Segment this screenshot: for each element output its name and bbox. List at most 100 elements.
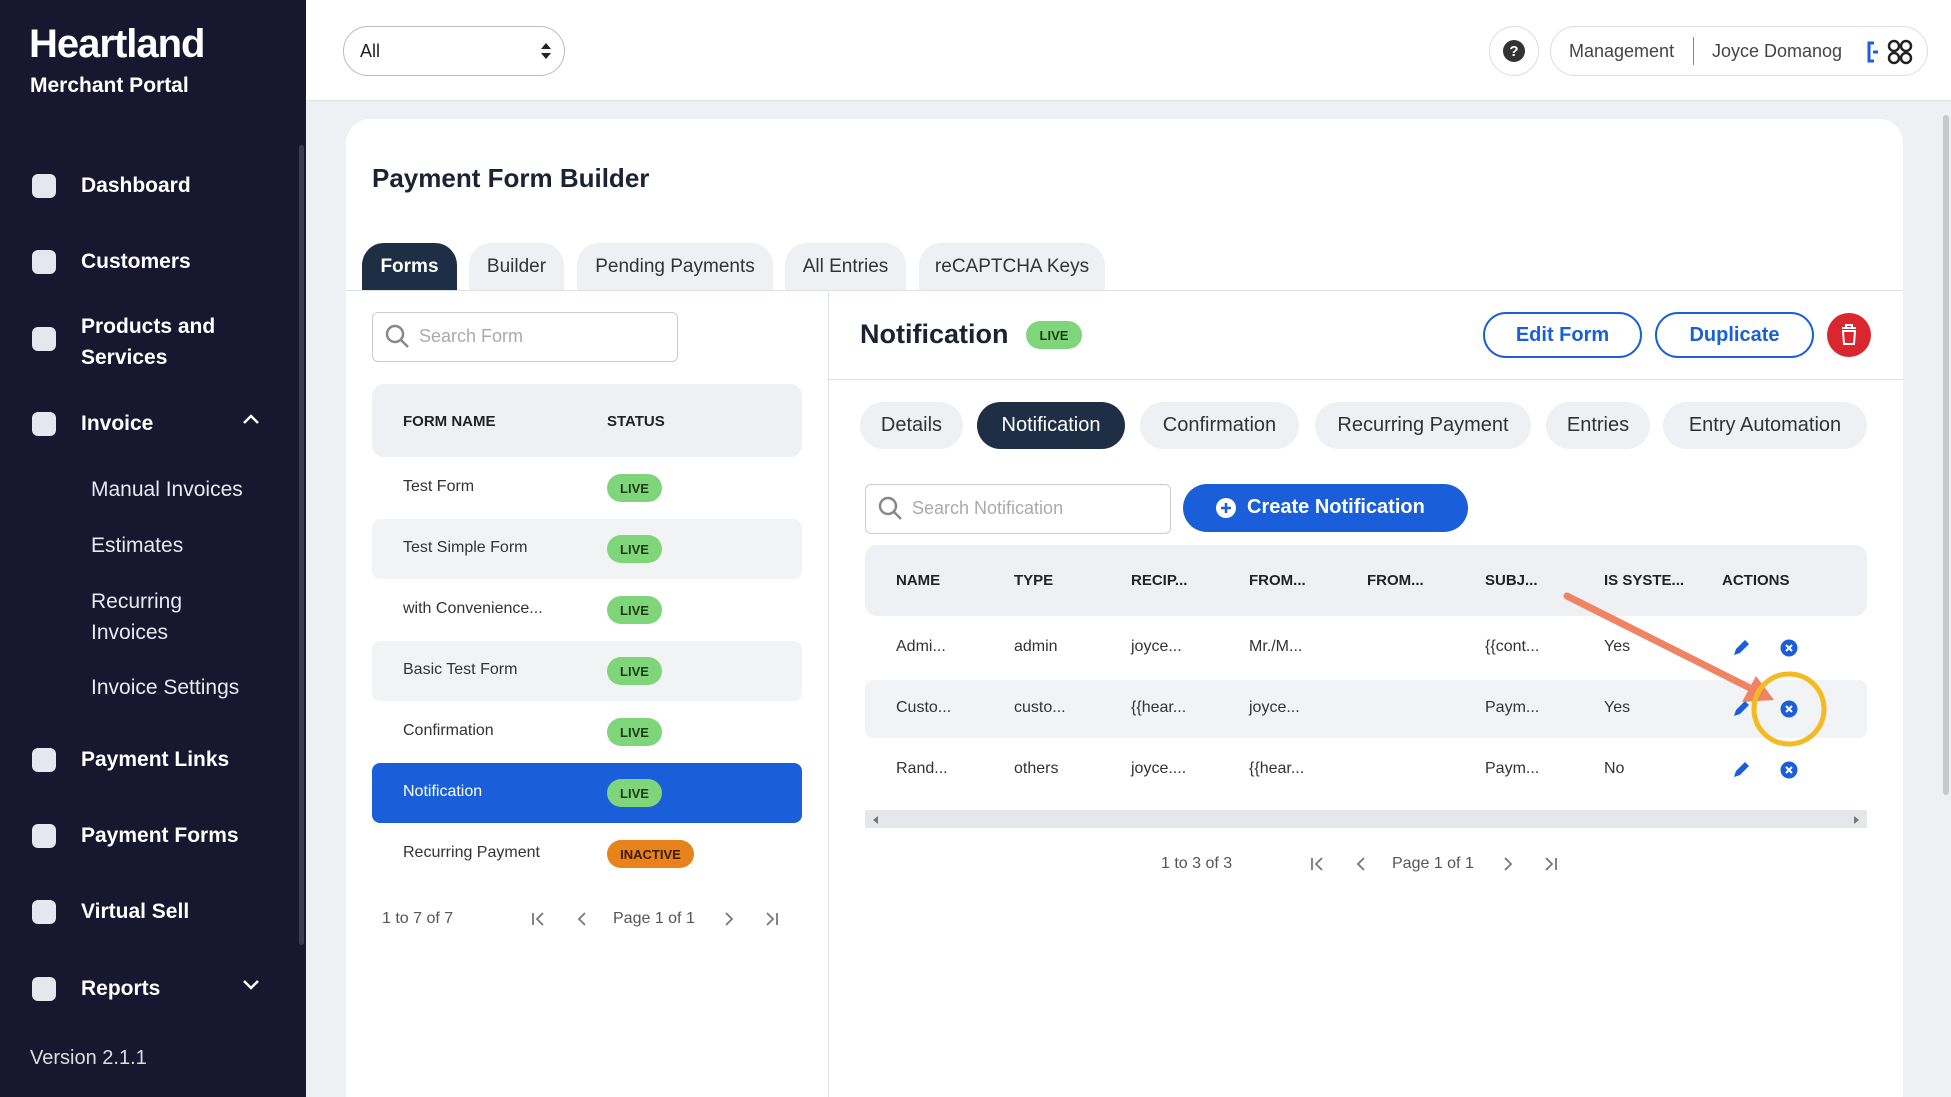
nav-item[interactable]: Payment Forms xyxy=(81,824,239,847)
form-name: Test Form xyxy=(403,478,475,495)
table-cell: Admi... xyxy=(896,638,946,655)
user-role: Management xyxy=(1569,41,1675,61)
pager-button xyxy=(531,911,547,932)
action-button[interactable]: Edit Form xyxy=(1483,312,1642,358)
status-badge: LIVE xyxy=(607,535,662,563)
pager-page: Page 1 of 1 xyxy=(613,910,695,927)
edit-icon xyxy=(1731,760,1751,785)
detail-tab[interactable]: Confirmation xyxy=(1140,402,1299,449)
status-badge: LIVE xyxy=(607,779,662,807)
table-cell: custo... xyxy=(1014,699,1066,716)
filter-value: All xyxy=(360,41,381,61)
scrollbar xyxy=(299,145,304,945)
table-cell: joyce... xyxy=(1131,638,1182,655)
table-cell: admin xyxy=(1014,638,1058,655)
scroll-arrows xyxy=(870,813,1865,831)
action-button[interactable]: Duplicate xyxy=(1655,312,1814,358)
table-cell: Paym... xyxy=(1485,699,1540,716)
pager-range: 1 to 3 of 3 xyxy=(1161,855,1233,872)
pager-button xyxy=(575,911,591,932)
user-menu[interactable]: Management Joyce Domanog xyxy=(1550,26,1928,76)
form-row[interactable] xyxy=(372,519,802,579)
detail-divider xyxy=(828,379,1903,380)
subnav-item[interactable]: Invoice Settings xyxy=(91,676,240,699)
horizontal-scrollbar xyxy=(865,810,1867,828)
form-name: Test Simple Form xyxy=(403,539,528,556)
edit-icon xyxy=(1731,699,1751,724)
nav-item[interactable]: Customers xyxy=(81,250,191,273)
delete-icon xyxy=(1780,761,1798,784)
subnav-item[interactable]: Manual Invoices xyxy=(91,478,243,501)
notification-search[interactable] xyxy=(865,484,1171,534)
pager-button xyxy=(1501,856,1517,877)
header-cell: NAME xyxy=(896,572,941,589)
nav-icon xyxy=(30,325,58,358)
nav-item[interactable]: Dashboard xyxy=(81,174,191,197)
tab-divider xyxy=(346,290,1903,291)
edit-icon xyxy=(1731,638,1751,663)
nav-item[interactable]: Virtual Sell xyxy=(81,900,190,923)
chevron-up xyxy=(243,414,259,424)
table-cell: Yes xyxy=(1604,699,1631,716)
pager-button xyxy=(765,911,781,932)
detail-tab[interactable]: Entries xyxy=(1546,402,1650,449)
form-row[interactable] xyxy=(372,763,802,823)
page-tab[interactable]: All Entries xyxy=(785,243,906,290)
table-cell: Rand... xyxy=(896,760,948,777)
page-scrollbar xyxy=(1943,115,1949,795)
page-tab[interactable]: Builder xyxy=(469,243,564,290)
form-name: Basic Test Form xyxy=(403,661,518,678)
brand-subtitle: Merchant Portal xyxy=(30,74,189,97)
nav-item[interactable]: Products and Services xyxy=(81,315,216,369)
subnav-item[interactable]: Estimates xyxy=(91,534,184,557)
search-icon xyxy=(384,323,410,354)
status-badge: LIVE xyxy=(607,657,662,685)
chevron-down xyxy=(243,980,259,990)
nav-item[interactable]: Payment Links xyxy=(81,748,230,771)
header-cell: STATUS xyxy=(607,413,665,430)
select-arrows xyxy=(541,43,551,59)
form-name: Recurring Payment xyxy=(403,844,540,861)
status-badge: LIVE xyxy=(607,718,662,746)
svg-text:?: ? xyxy=(1509,43,1518,60)
detail-tab[interactable]: Recurring Payment xyxy=(1315,402,1531,449)
help-button[interactable]: ? xyxy=(1489,26,1539,76)
delete-button xyxy=(1826,312,1872,363)
separator xyxy=(1693,37,1694,65)
nav-icon xyxy=(30,975,58,1008)
form-row[interactable] xyxy=(372,641,802,701)
nav-item[interactable]: Reports xyxy=(81,977,161,1000)
table-cell: {{hear... xyxy=(1131,699,1187,716)
forms-header xyxy=(372,384,802,457)
subnav-item[interactable]: Recurring Invoices xyxy=(91,590,183,644)
table-cell: Custo... xyxy=(896,699,952,716)
detail-tab[interactable]: Entry Automation xyxy=(1663,402,1867,449)
detail-tab[interactable]: Details xyxy=(860,402,963,449)
pager-button xyxy=(1354,856,1370,877)
page-tab[interactable]: reCAPTCHA Keys xyxy=(919,243,1105,290)
nav-item[interactable]: Invoice xyxy=(81,412,154,435)
user-icons xyxy=(1867,39,1913,65)
detail-tab[interactable]: Notification xyxy=(977,402,1125,449)
header-cell: IS SYSTE... xyxy=(1604,572,1685,589)
header-cell: ACTIONS xyxy=(1722,572,1790,589)
create-label: Create Notification xyxy=(1247,496,1425,518)
brand: Heartland xyxy=(29,22,205,66)
pager-button xyxy=(722,911,738,932)
filter-select[interactable]: All xyxy=(343,26,565,76)
table-cell: {{hear... xyxy=(1249,760,1305,777)
search-placeholder: Search Form xyxy=(419,326,524,346)
page-tab[interactable]: Forms xyxy=(362,243,457,290)
form-search[interactable] xyxy=(372,312,678,362)
table-cell: others xyxy=(1014,760,1059,777)
delete-icon xyxy=(1780,639,1798,662)
table-cell: joyce.... xyxy=(1131,760,1187,777)
header-cell: FORM NAME xyxy=(403,413,496,430)
pager-button xyxy=(1544,856,1560,877)
help-icon: ? xyxy=(1503,40,1525,62)
page-tab[interactable]: Pending Payments xyxy=(577,243,773,290)
table-cell: No xyxy=(1604,760,1625,777)
table-cell: Mr./M... xyxy=(1249,638,1303,655)
header-cell: FROM... xyxy=(1367,572,1424,589)
